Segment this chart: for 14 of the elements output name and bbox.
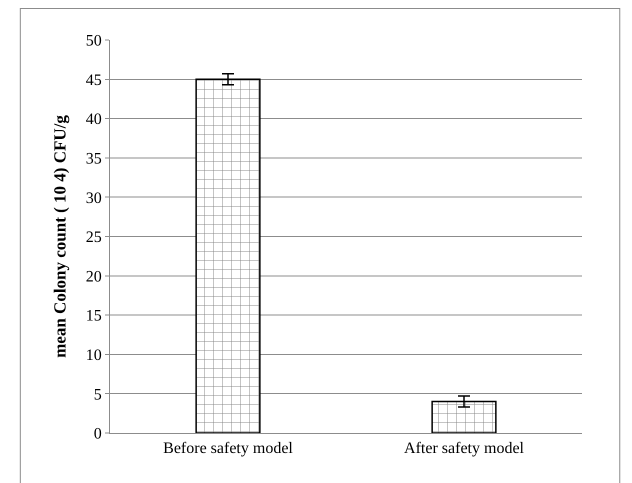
y-tick-label: 30	[86, 190, 102, 207]
y-tick-label: 35	[86, 150, 102, 168]
y-axis-title: mean Colony count ( 10 4) CFU/g	[50, 114, 70, 358]
y-tick-label: 5	[94, 386, 102, 404]
y-tick-label: 0	[94, 426, 102, 443]
y-tick-label: 45	[86, 72, 102, 89]
y-tick-label: 10	[86, 347, 102, 364]
y-tick-label: 20	[86, 268, 102, 286]
y-tick-label: 15	[86, 308, 102, 325]
y-tick-label: 50	[86, 32, 102, 50]
y-tick-label: 40	[86, 111, 102, 128]
x-tick-label: Before safety model	[163, 440, 294, 458]
y-tick-label: 25	[86, 229, 102, 246]
x-tick-label: After safety model	[404, 440, 525, 458]
